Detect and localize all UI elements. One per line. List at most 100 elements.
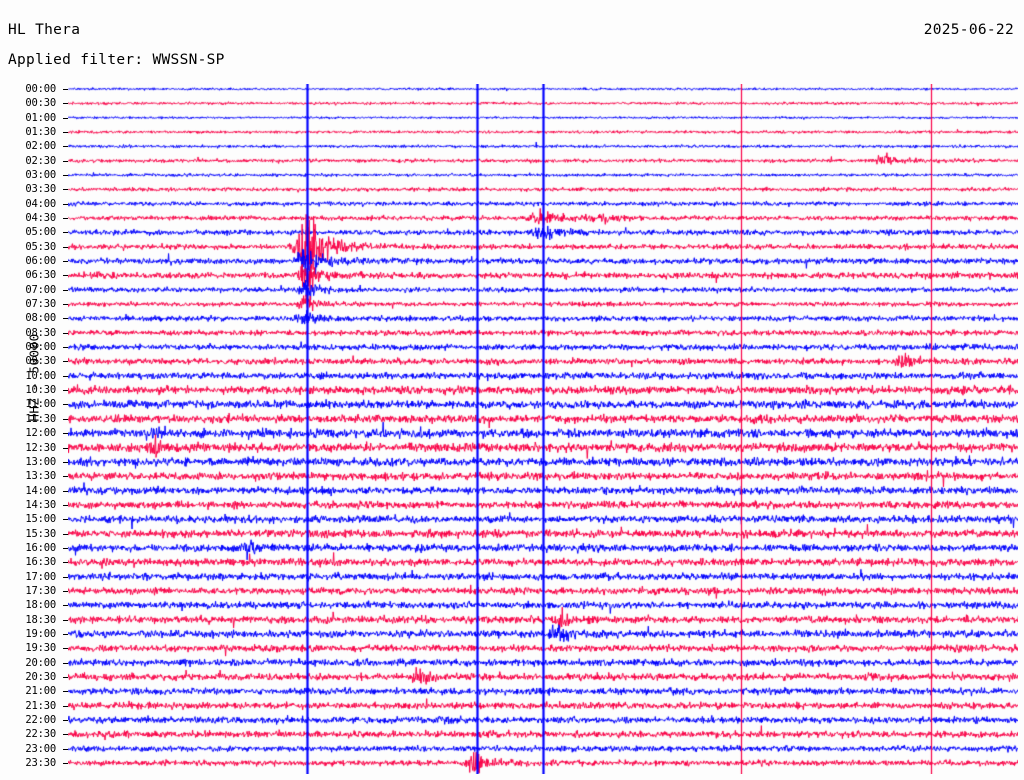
time-tick-mark: [63, 318, 68, 320]
time-tick-label: 05:00: [25, 226, 56, 239]
time-tick-mark: [63, 218, 68, 220]
time-tick-label: 21:00: [25, 685, 56, 698]
time-tick-mark: [63, 275, 68, 277]
time-tick-label: 20:00: [25, 656, 56, 669]
seismogram-canvas: [68, 84, 1018, 774]
time-tick-label: 12:00: [25, 427, 56, 440]
time-tick-label: 09:30: [25, 355, 56, 368]
time-tick-mark: [63, 691, 68, 693]
time-tick-label: 07:00: [25, 283, 56, 296]
time-tick-label: 21:30: [25, 699, 56, 712]
time-tick-label: 16:30: [25, 556, 56, 569]
time-tick-label: 00:00: [25, 83, 56, 95]
time-tick-label: 15:30: [25, 527, 56, 540]
time-tick-mark: [63, 762, 68, 764]
time-tick-mark: [63, 533, 68, 535]
time-tick-label: 23:00: [25, 742, 56, 755]
station-name-label: HL Thera: [8, 22, 81, 38]
time-tick-label: 08:00: [25, 312, 56, 325]
time-tick-label: 06:00: [25, 255, 56, 268]
time-tick-label: 10:00: [25, 369, 56, 382]
time-tick-mark: [63, 261, 68, 263]
time-tick-mark: [63, 648, 68, 650]
time-tick-label: 04:00: [25, 197, 56, 210]
time-tick-mark: [63, 461, 68, 463]
time-tick-label: 22:00: [25, 713, 56, 726]
time-tick-mark: [63, 476, 68, 478]
time-tick-mark: [63, 175, 68, 177]
time-tick-mark: [63, 390, 68, 392]
time-tick-mark: [63, 232, 68, 234]
time-tick-mark: [63, 547, 68, 549]
time-tick-mark: [63, 490, 68, 492]
time-tick-label: 18:00: [25, 599, 56, 612]
time-tick-mark: [63, 332, 68, 334]
time-tick-label: 16:00: [25, 541, 56, 554]
time-tick-mark: [63, 676, 68, 678]
time-tick-label: 12:30: [25, 441, 56, 454]
time-tick-mark: [63, 447, 68, 449]
seismogram-plot: [68, 84, 1018, 774]
time-tick-label: 14:00: [25, 484, 56, 497]
time-tick-mark: [63, 619, 68, 621]
time-tick-mark: [63, 146, 68, 148]
time-tick-mark: [63, 89, 68, 90]
time-tick-mark: [63, 160, 68, 162]
time-tick-mark: [63, 347, 68, 349]
time-tick-label: 11:00: [25, 398, 56, 411]
time-tick-mark: [63, 605, 68, 607]
date-label: 2025-06-22: [923, 22, 1014, 38]
time-tick-mark: [63, 117, 68, 119]
time-tick-label: 14:30: [25, 498, 56, 511]
time-tick-label: 13:00: [25, 455, 56, 468]
time-tick-label: 11:30: [25, 412, 56, 425]
time-tick-mark: [63, 705, 68, 707]
time-tick-label: 04:30: [25, 212, 56, 225]
time-tick-mark: [63, 246, 68, 248]
time-tick-label: 03:30: [25, 183, 56, 196]
time-tick-label: 01:30: [25, 126, 56, 139]
time-tick-mark: [63, 734, 68, 736]
time-tick-label: 17:00: [25, 570, 56, 583]
time-tick-mark: [63, 361, 68, 363]
time-tick-label: 01:00: [25, 111, 56, 124]
time-tick-label: 22:30: [25, 728, 56, 741]
time-tick-mark: [63, 418, 68, 420]
time-tick-label: 02:00: [25, 140, 56, 153]
time-tick-mark: [63, 289, 68, 291]
time-tick-mark: [63, 103, 68, 105]
time-tick-mark: [63, 590, 68, 592]
time-tick-label: 03:00: [25, 169, 56, 182]
time-tick-mark: [63, 504, 68, 506]
time-tick-mark: [63, 662, 68, 664]
time-tick-label: 08:30: [25, 326, 56, 339]
time-tick-mark: [63, 748, 68, 750]
time-tick-label: 06:30: [25, 269, 56, 282]
time-tick-mark: [63, 189, 68, 191]
time-tick-mark: [63, 304, 68, 306]
time-tick-mark: [63, 562, 68, 564]
time-tick-label: 19:00: [25, 627, 56, 640]
time-tick-label: 19:30: [25, 642, 56, 655]
time-tick-label: 10:30: [25, 384, 56, 397]
time-tick-mark: [63, 132, 68, 134]
time-tick-label: 17:30: [25, 584, 56, 597]
time-tick-label: 15:00: [25, 513, 56, 526]
time-tick-label: 00:30: [25, 97, 56, 110]
time-tick-label: 05:30: [25, 240, 56, 253]
time-tick-label: 18:30: [25, 613, 56, 626]
time-tick-mark: [63, 719, 68, 721]
time-tick-mark: [63, 433, 68, 435]
time-tick-label: 23:30: [25, 756, 56, 769]
time-tick-label: 20:30: [25, 670, 56, 683]
time-tick-mark: [63, 519, 68, 521]
time-tick-mark: [63, 375, 68, 377]
applied-filter-label: Applied filter: WWSSN-SP: [8, 52, 225, 68]
time-tick-label: 02:30: [25, 154, 56, 167]
time-tick-label: 13:30: [25, 470, 56, 483]
time-tick-mark: [63, 633, 68, 635]
time-tick-mark: [63, 404, 68, 406]
time-tick-label: 09:00: [25, 341, 56, 354]
time-tick-mark: [63, 203, 68, 205]
